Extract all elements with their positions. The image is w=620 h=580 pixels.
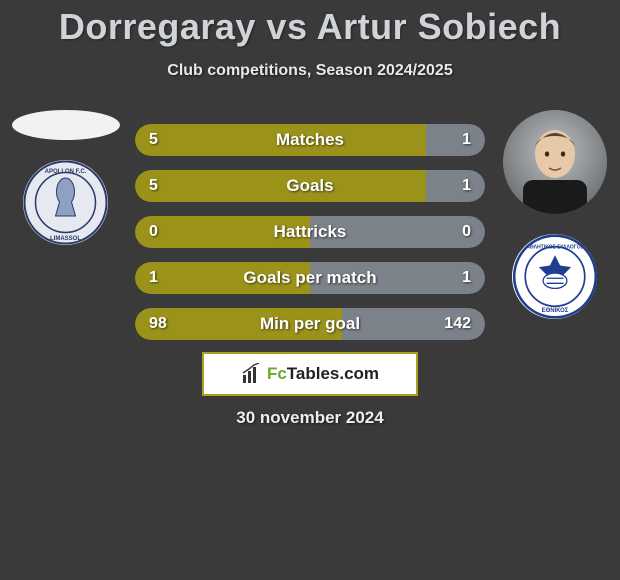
right-player-column: ΑΘΛΗΤΙΚΟΣ ΣΥΛΛΟΓΟΣ ΕΘΝΙΚΟΣ xyxy=(497,110,612,319)
ethnikos-badge-icon: ΑΘΛΗΤΙΚΟΣ ΣΥΛΛΟΓΟΣ ΕΘΝΙΚΟΣ xyxy=(505,234,605,319)
stat-row: 11Goals per match xyxy=(135,262,485,294)
date-line: 30 november 2024 xyxy=(0,408,620,428)
player-right-photo xyxy=(503,110,607,214)
stat-label: Goals per match xyxy=(135,268,485,288)
player-left-photo xyxy=(12,110,120,140)
apollon-badge-icon: APOLLON F.C. LIMASSOL xyxy=(23,160,108,245)
stat-row: 98142Min per goal xyxy=(135,308,485,340)
stat-label: Goals xyxy=(135,176,485,196)
player-right-face-icon xyxy=(503,110,607,214)
comparison-infographic: Dorregaray vs Artur Sobiech Club competi… xyxy=(0,0,620,580)
stat-label: Min per goal xyxy=(135,314,485,334)
stat-row: 00Hattricks xyxy=(135,216,485,248)
player-left-club-badge: APOLLON F.C. LIMASSOL xyxy=(23,160,108,245)
stat-label: Matches xyxy=(135,130,485,150)
footer-brand-box: FcTables.com xyxy=(202,352,418,396)
page-subtitle: Club competitions, Season 2024/2025 xyxy=(0,62,620,80)
svg-text:APOLLON F.C.: APOLLON F.C. xyxy=(45,169,87,175)
stat-label: Hattricks xyxy=(135,222,485,242)
stat-row: 51Matches xyxy=(135,124,485,156)
chart-icon xyxy=(241,363,263,385)
svg-text:LIMASSOL: LIMASSOL xyxy=(50,236,81,242)
left-player-column: APOLLON F.C. LIMASSOL xyxy=(8,110,123,245)
stat-row: 51Goals xyxy=(135,170,485,202)
svg-text:ΑΘΛΗΤΙΚΟΣ ΣΥΛΛΟΓΟΣ: ΑΘΛΗΤΙΚΟΣ ΣΥΛΛΟΓΟΣ xyxy=(526,244,584,250)
svg-text:ΕΘΝΙΚΟΣ: ΕΘΝΙΚΟΣ xyxy=(541,308,568,314)
stat-bars: 51Matches 51Goals 00Hattricks 11Goals per m… xyxy=(135,124,485,340)
footer-brand-text: FcTables.com xyxy=(267,364,379,384)
footer-brand-suffix: Tables.com xyxy=(287,364,379,383)
footer-brand-prefix: Fc xyxy=(267,364,287,383)
player-right-club-badge: ΑΘΛΗΤΙΚΟΣ ΣΥΛΛΟΓΟΣ ΕΘΝΙΚΟΣ xyxy=(512,234,597,319)
page-title: Dorregaray vs Artur Sobiech xyxy=(0,0,620,48)
